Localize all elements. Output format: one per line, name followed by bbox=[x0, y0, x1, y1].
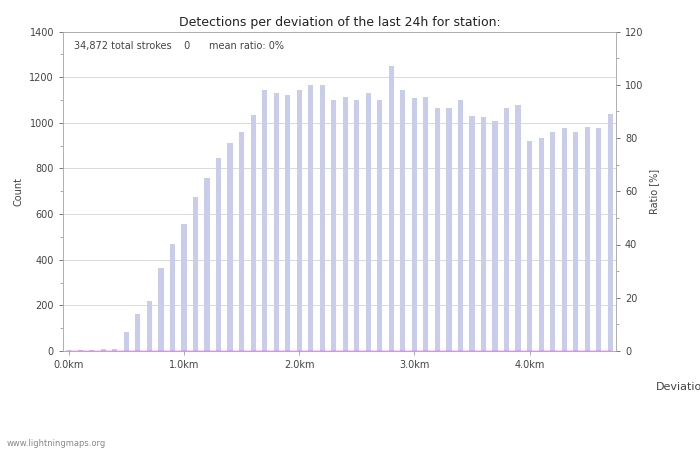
Bar bbox=[481, 117, 486, 351]
Y-axis label: Count: Count bbox=[14, 177, 24, 206]
Bar bbox=[262, 90, 267, 351]
Bar bbox=[308, 85, 314, 351]
Bar bbox=[561, 129, 567, 351]
Bar bbox=[343, 97, 348, 351]
Bar bbox=[147, 301, 152, 351]
Bar bbox=[158, 268, 164, 351]
Bar bbox=[550, 132, 555, 351]
Bar bbox=[435, 108, 440, 351]
Bar bbox=[354, 100, 359, 351]
Bar bbox=[584, 127, 590, 351]
Bar bbox=[527, 141, 532, 351]
Bar bbox=[228, 144, 232, 351]
Bar bbox=[331, 100, 336, 351]
Text: Deviations: Deviations bbox=[656, 382, 700, 392]
Bar bbox=[504, 108, 509, 351]
Bar bbox=[101, 349, 106, 351]
Y-axis label: Ratio [%]: Ratio [%] bbox=[649, 169, 659, 214]
Bar bbox=[112, 349, 118, 351]
Bar bbox=[424, 97, 428, 351]
Bar bbox=[377, 100, 382, 351]
Bar bbox=[181, 225, 187, 351]
Bar bbox=[135, 315, 141, 351]
Bar bbox=[78, 350, 83, 351]
Bar bbox=[400, 90, 405, 351]
Bar bbox=[320, 85, 325, 351]
Bar bbox=[274, 93, 279, 351]
Bar bbox=[251, 115, 256, 351]
Bar bbox=[389, 66, 394, 351]
Bar bbox=[239, 132, 244, 351]
Bar bbox=[193, 197, 198, 351]
Text: www.lightningmaps.org: www.lightningmaps.org bbox=[7, 439, 106, 448]
Bar bbox=[124, 332, 129, 351]
Bar bbox=[89, 350, 95, 351]
Bar bbox=[470, 116, 475, 351]
Bar bbox=[515, 104, 521, 351]
Bar bbox=[412, 98, 417, 351]
Bar bbox=[608, 114, 612, 351]
Bar bbox=[492, 121, 498, 351]
Bar bbox=[170, 244, 175, 351]
Text: 34,872 total strokes    0      mean ratio: 0%: 34,872 total strokes 0 mean ratio: 0% bbox=[74, 41, 284, 51]
Bar bbox=[573, 132, 578, 351]
Bar bbox=[458, 100, 463, 351]
Bar bbox=[365, 93, 371, 351]
Bar bbox=[447, 108, 452, 351]
Bar bbox=[538, 138, 544, 351]
Bar bbox=[285, 95, 290, 351]
Bar bbox=[66, 350, 71, 351]
Bar bbox=[297, 90, 302, 351]
Bar bbox=[216, 158, 221, 351]
Bar bbox=[596, 129, 601, 351]
Title: Detections per deviation of the last 24h for station:: Detections per deviation of the last 24h… bbox=[178, 16, 500, 29]
Bar bbox=[204, 178, 209, 351]
